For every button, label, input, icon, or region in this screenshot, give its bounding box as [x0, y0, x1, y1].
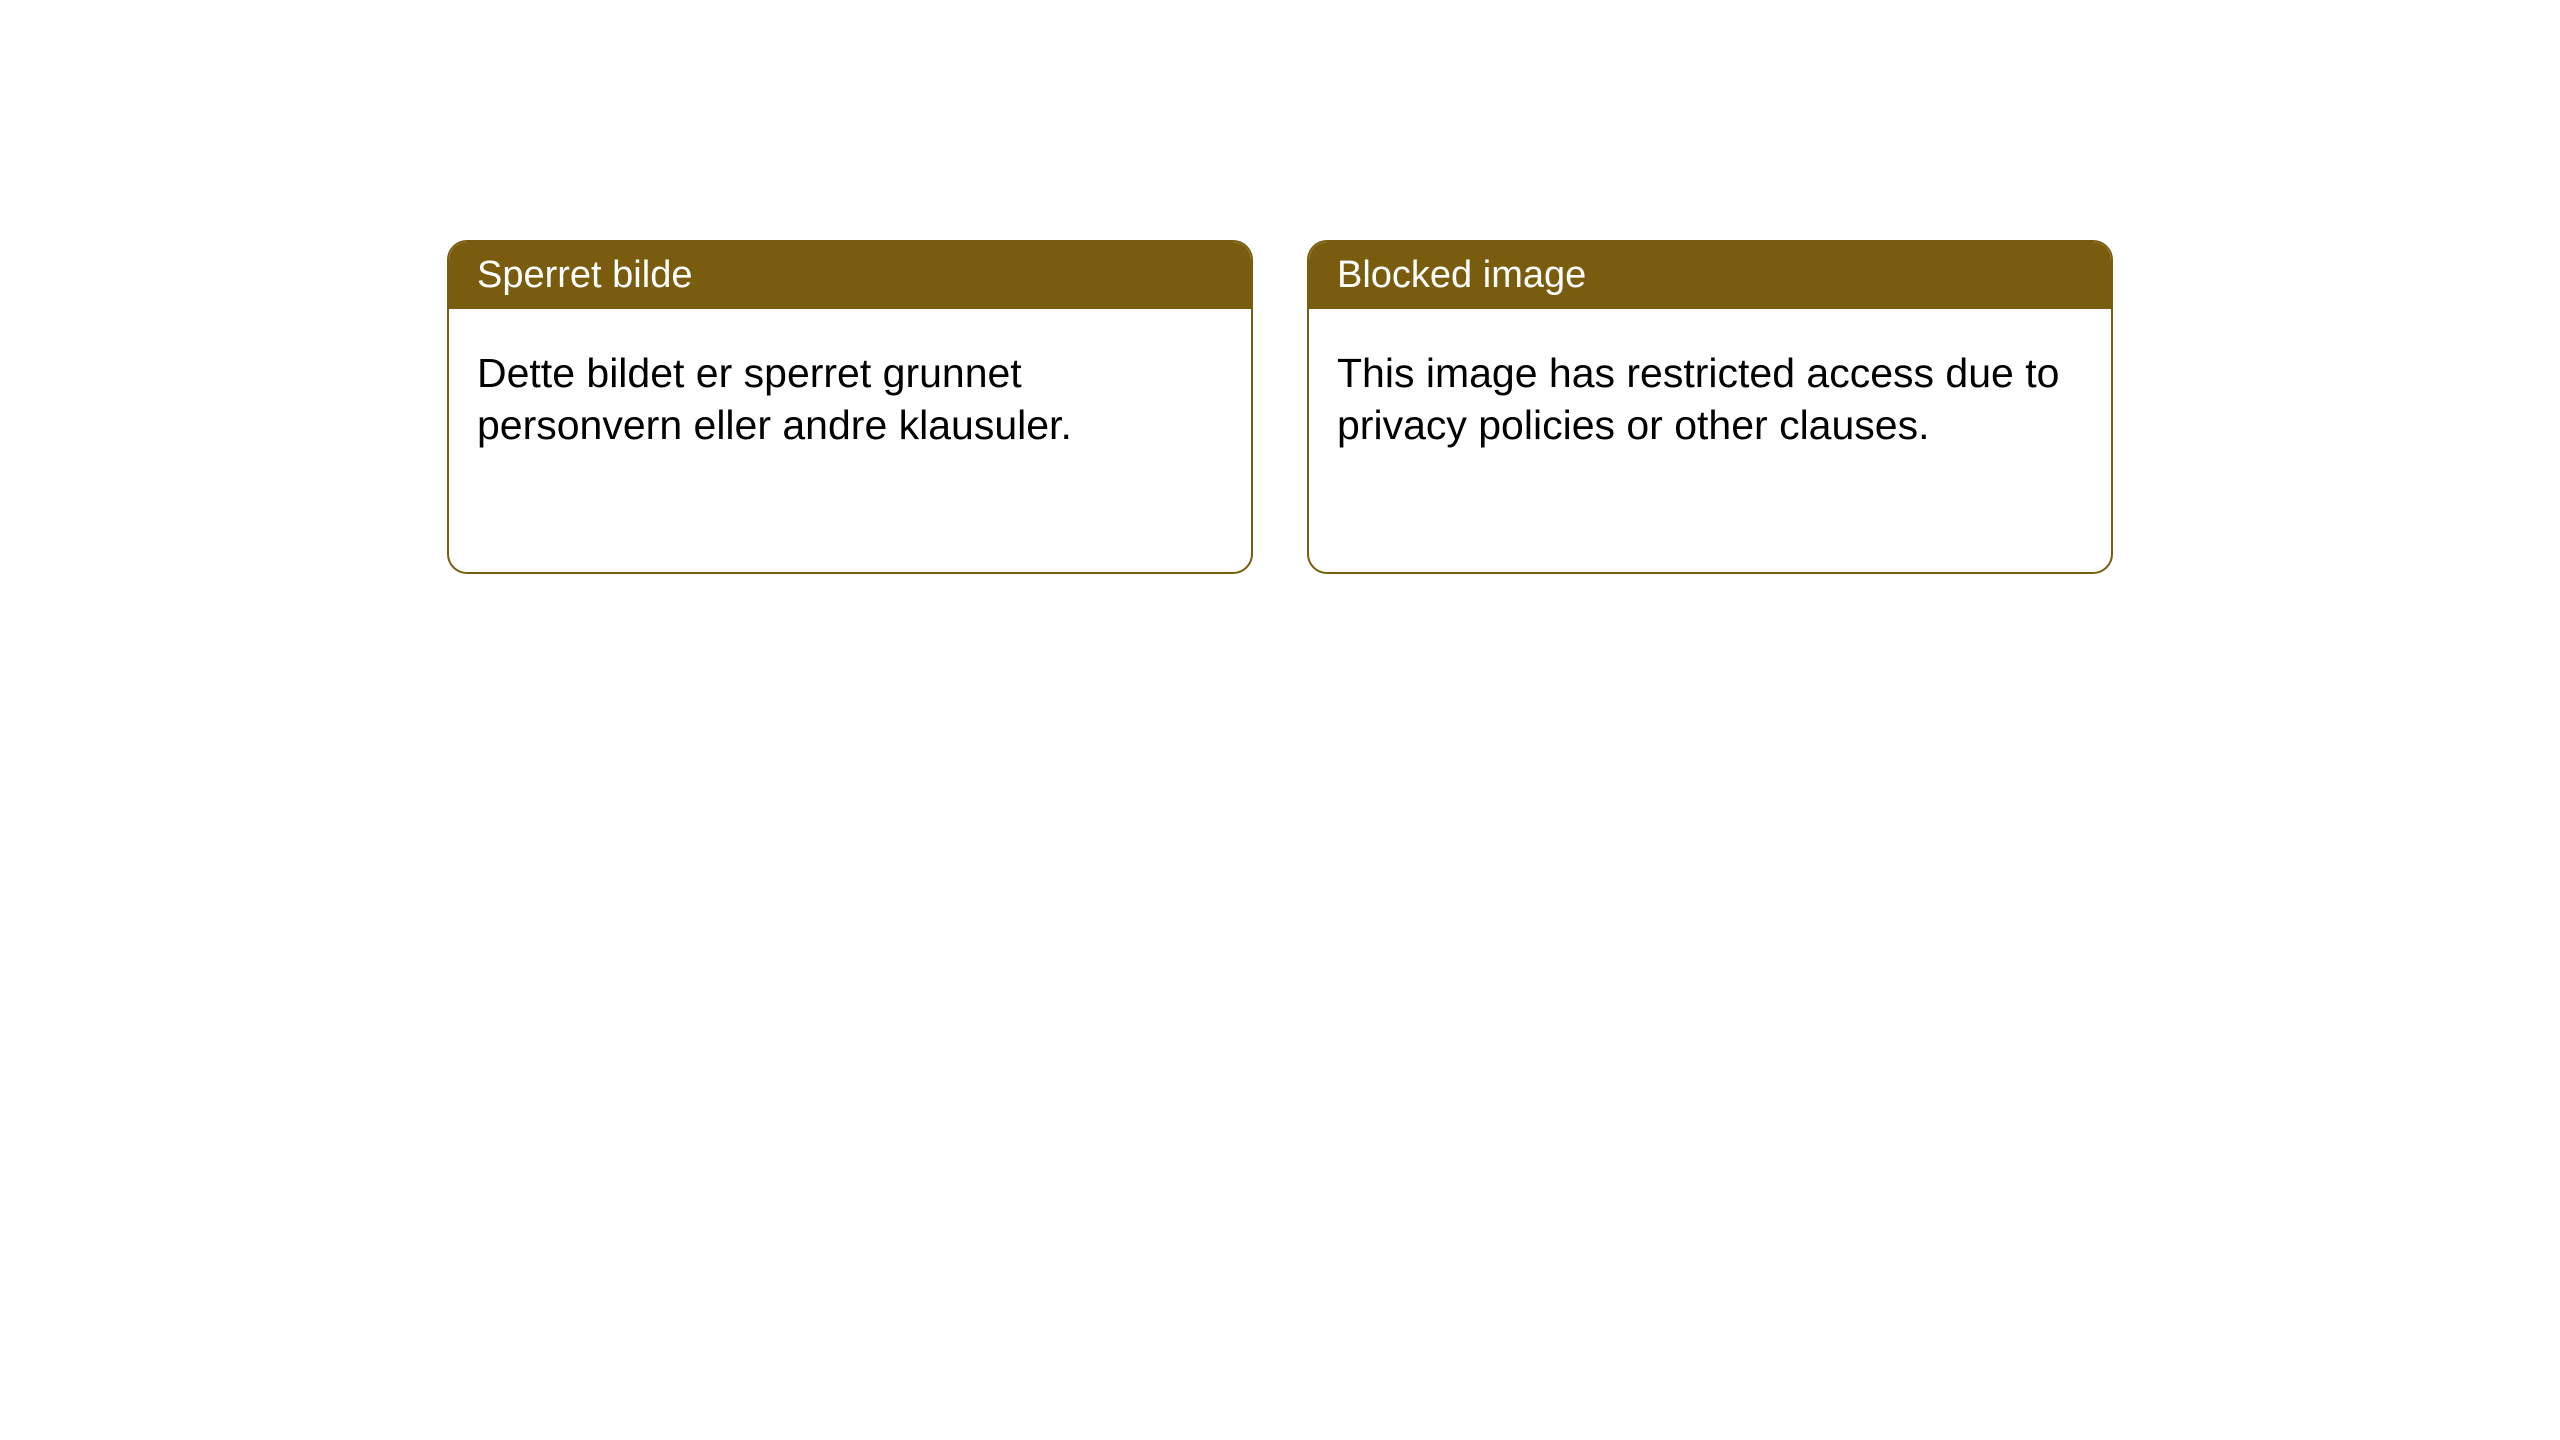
- blocked-image-card-english: Blocked image This image has restricted …: [1307, 240, 2113, 574]
- card-body: This image has restricted access due to …: [1309, 309, 2111, 489]
- card-title: Blocked image: [1337, 254, 1586, 296]
- card-header: Sperret bilde: [449, 242, 1251, 309]
- cards-container: Sperret bilde Dette bildet er sperret gr…: [0, 0, 2560, 574]
- blocked-image-card-norwegian: Sperret bilde Dette bildet er sperret gr…: [447, 240, 1253, 574]
- card-body-text: Dette bildet er sperret grunnet personve…: [477, 350, 1072, 448]
- card-header: Blocked image: [1309, 242, 2111, 309]
- card-body-text: This image has restricted access due to …: [1337, 350, 2059, 448]
- card-title: Sperret bilde: [477, 254, 692, 296]
- card-body: Dette bildet er sperret grunnet personve…: [449, 309, 1251, 489]
